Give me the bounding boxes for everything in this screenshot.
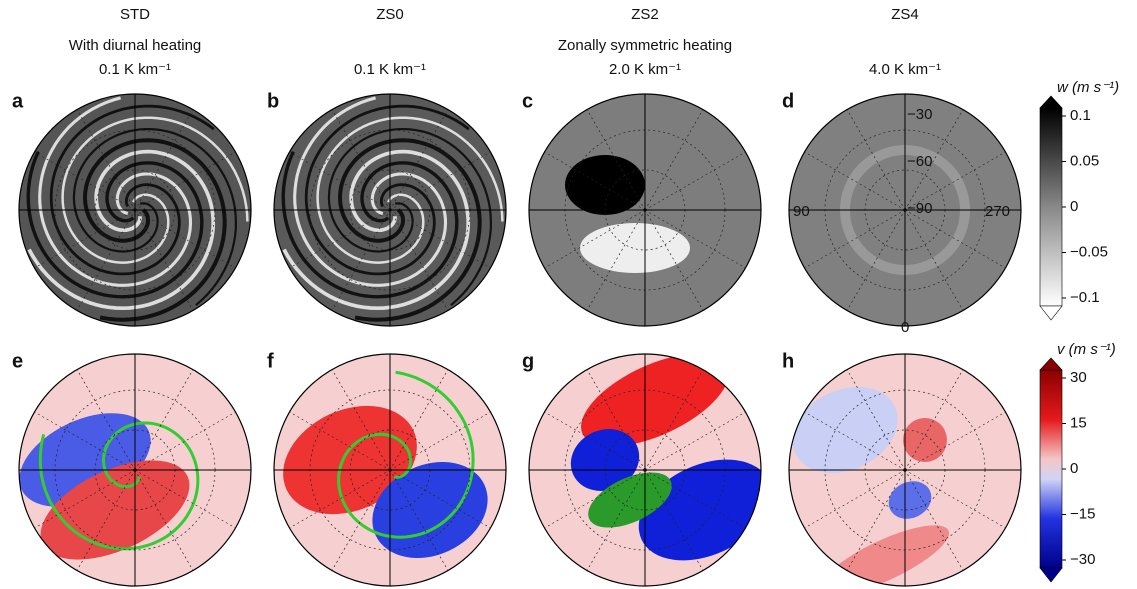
colorbar-end xyxy=(1040,306,1062,320)
longitude-label: 0 xyxy=(901,319,909,336)
panel-letter: b xyxy=(267,90,279,112)
figure: STD With diurnal heating 0.1 K km⁻¹ ZS0 0.1 … xyxy=(0,0,1137,589)
colorbar-end xyxy=(1040,96,1062,108)
downdraft xyxy=(580,223,690,273)
colorbar-tick-label: 30 xyxy=(1070,369,1087,386)
map xyxy=(5,354,251,586)
panel-letter: g xyxy=(522,350,534,372)
column-title: ZS2 xyxy=(631,6,659,23)
longitude-label: 270 xyxy=(985,203,1010,220)
latitude-label: −60 xyxy=(907,153,932,170)
column-title: ZS0 xyxy=(376,6,404,23)
colorbar-tick-label: 15 xyxy=(1070,414,1087,431)
colorbar-label: v (m s⁻¹) xyxy=(1057,341,1116,358)
colorbar-tick-label: 0.05 xyxy=(1070,152,1099,169)
colorbar-tick-label: −30 xyxy=(1070,551,1095,568)
updraft xyxy=(565,155,645,215)
colorbar-tick-label: 0.1 xyxy=(1070,107,1091,124)
map xyxy=(265,354,506,586)
panel-letter: f xyxy=(267,350,274,372)
colorbar-tick-label: −0.1 xyxy=(1070,289,1100,306)
column-subtitle: Zonally symmetric heating xyxy=(558,37,732,54)
heating-rate: 4.0 K km⁻¹ xyxy=(869,61,941,78)
heating-rate: 2.0 K km⁻¹ xyxy=(609,61,681,78)
latitude-label: −30 xyxy=(907,106,932,123)
map xyxy=(19,94,251,326)
colorbar-end xyxy=(1040,568,1062,582)
column-subtitle: With diurnal heating xyxy=(69,37,202,54)
panel-letter: e xyxy=(12,350,23,372)
colorbar-tick-label: 0 xyxy=(1070,198,1078,215)
heating-rate: 0.1 K km⁻¹ xyxy=(99,61,171,78)
colorbar-end xyxy=(1040,358,1062,370)
latitude-label: −90 xyxy=(907,200,932,217)
column-title: ZS4 xyxy=(891,6,919,23)
map xyxy=(274,94,506,326)
longitude-label: 90 xyxy=(793,203,810,220)
panel-letter: d xyxy=(782,90,794,112)
map xyxy=(529,334,787,586)
column-title: STD xyxy=(120,6,150,23)
colorbar-tick-label: 0 xyxy=(1070,460,1078,477)
colorbar-label: w (m s⁻¹) xyxy=(1057,79,1119,96)
colorbar xyxy=(1040,370,1062,568)
colorbar-tick-label: −15 xyxy=(1070,505,1095,522)
colorbar-tick-label: −0.05 xyxy=(1070,243,1108,260)
panel-letter: h xyxy=(782,350,794,372)
panel-letter: a xyxy=(12,90,24,112)
panel-letter: c xyxy=(522,90,533,112)
heating-rate: 0.1 K km⁻¹ xyxy=(354,61,426,78)
colorbar xyxy=(1040,108,1062,306)
map xyxy=(529,94,761,326)
